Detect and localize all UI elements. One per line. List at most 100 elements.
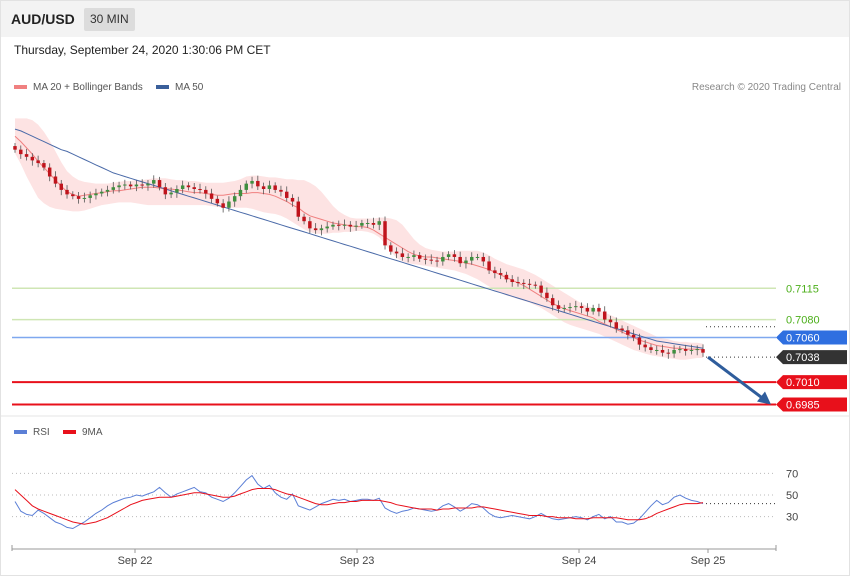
candle-body (209, 193, 214, 199)
timeframe-button[interactable]: 30 MIN (84, 8, 135, 31)
candle-body (400, 253, 405, 257)
ma50-line (14, 128, 704, 349)
rsi-plot: 70 50 30 (12, 468, 798, 530)
x-tick-label: Sep 24 (562, 555, 597, 567)
candle-body (117, 185, 121, 188)
candle-body (435, 260, 439, 262)
candle-body (180, 185, 185, 190)
candle-body (643, 344, 647, 348)
candle-body (175, 189, 179, 193)
x-tick-label: Sep 23 (340, 555, 375, 567)
candle-body (354, 225, 358, 227)
candle-body (470, 256, 474, 261)
candle-body (608, 319, 613, 323)
candle-body (660, 349, 665, 353)
candle-body (99, 191, 104, 194)
candle-body (498, 273, 503, 275)
rsi-level-label-30: 30 (786, 512, 798, 524)
level-tag-0.7010 (776, 375, 847, 390)
candle-body (238, 189, 243, 197)
candle-body (510, 279, 514, 283)
candle-body (602, 311, 607, 320)
level-tag-0.6985 (776, 397, 847, 412)
level-label-0.6985: 0.6985 (786, 400, 820, 412)
candle-body (36, 160, 40, 164)
candle-body (458, 256, 462, 264)
candle-body (313, 228, 318, 231)
candle-body (59, 183, 63, 190)
candle-body (53, 176, 58, 184)
price-level-tags: 0.7115 0.7080 0.7060 0.7038 0.7010 0.6985 (776, 283, 847, 412)
candle-body (82, 197, 87, 199)
rsi-line (14, 474, 704, 530)
rsi-level-label-50: 50 (786, 490, 798, 502)
legend-swatch-9ma (63, 430, 76, 434)
candle-body (279, 189, 283, 192)
candle-body (493, 270, 497, 274)
candle-body (394, 251, 399, 254)
level-tag-0.7060 (776, 330, 847, 345)
candle-body (169, 192, 173, 195)
legend-swatch-ma50 (156, 85, 169, 89)
credit-text: Research © 2020 Trading Central (692, 82, 841, 93)
candle-body (111, 187, 116, 190)
candle-body (545, 292, 549, 299)
candle-body (487, 261, 491, 271)
candle-body (360, 222, 364, 226)
candle-body (689, 349, 694, 351)
candle-body (591, 307, 595, 312)
candle-body (568, 307, 572, 309)
candle-body (383, 221, 387, 246)
candle-body (337, 224, 341, 226)
candle-body (562, 307, 566, 309)
projection-arrow-line (707, 355, 764, 400)
candle-body (701, 349, 705, 353)
level-tag-0.7038 (776, 350, 847, 365)
candle-body (123, 184, 127, 186)
candle-body (94, 193, 98, 196)
candle-body (76, 196, 81, 199)
candle-body (365, 222, 370, 224)
candle-body (527, 283, 532, 285)
candle-body (446, 254, 451, 257)
candle-body (13, 146, 17, 150)
candle-body (250, 180, 254, 184)
legend-label-ma50: MA 50 (175, 82, 204, 93)
candle-body (267, 185, 272, 190)
timestamp: Thursday, September 24, 2020 1:30:06 PM … (14, 43, 271, 57)
candle-body (192, 187, 196, 190)
candle-body (319, 228, 324, 231)
candle-body (221, 203, 225, 208)
candle-body (389, 245, 393, 252)
candle-body (284, 191, 289, 198)
level-label-0.7060: 0.7060 (786, 332, 820, 344)
main-plot (12, 118, 776, 406)
x-tick-label: Sep 25 (691, 555, 726, 567)
candle-body (614, 322, 619, 329)
candle-body (71, 194, 75, 197)
candle-body (302, 216, 306, 222)
candle-body (128, 184, 133, 187)
candle-body (464, 260, 468, 264)
candle-body (371, 222, 376, 225)
candle-body (186, 185, 191, 188)
candle-body (678, 349, 682, 351)
candle-body (441, 256, 445, 262)
candle-body (204, 189, 208, 194)
candle-body (152, 180, 156, 184)
candle-body (256, 180, 260, 187)
candle-body (163, 187, 168, 195)
rsi-level-label-70: 70 (786, 468, 798, 480)
candle-body (342, 224, 347, 226)
candle-body (666, 352, 671, 354)
candle-body (429, 259, 434, 261)
legend-swatch-rsi (14, 430, 27, 434)
candle-body (140, 184, 144, 186)
candle-body (331, 224, 335, 227)
candle-body (146, 183, 150, 186)
legend-label-rsi: RSI (33, 427, 50, 438)
candle-body (423, 258, 428, 260)
candle-body (30, 156, 35, 161)
bollinger-band-area (15, 118, 703, 360)
